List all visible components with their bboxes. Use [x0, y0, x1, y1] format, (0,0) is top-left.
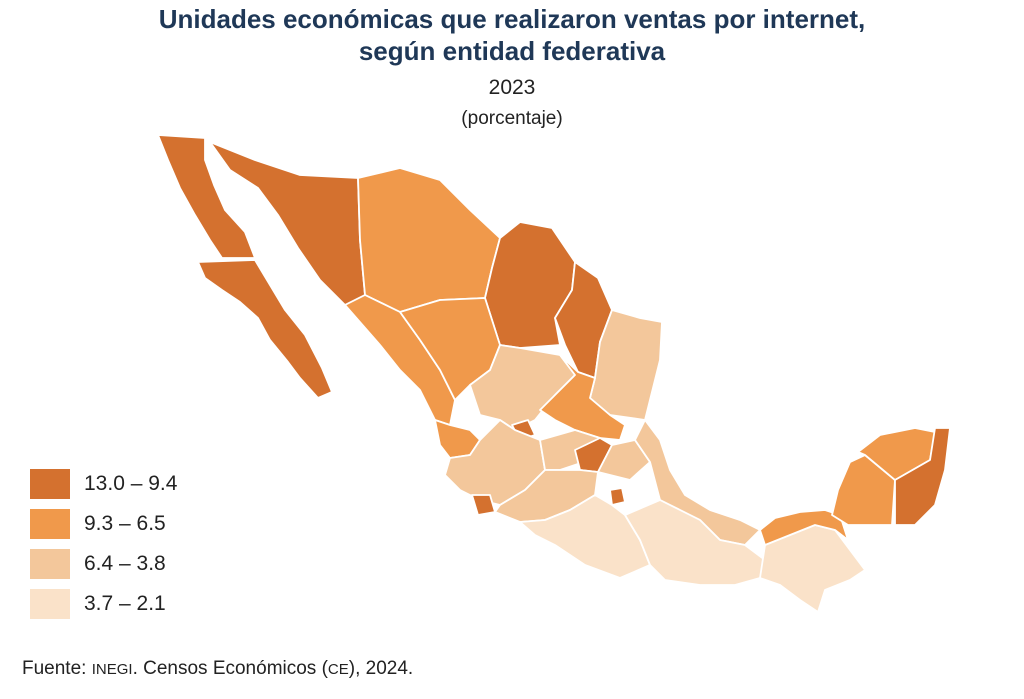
map-year: 2023	[488, 76, 536, 99]
state-cdmx	[609, 487, 626, 506]
state-coahuila	[484, 221, 576, 349]
legend-item: 9.3 – 6.5	[30, 504, 177, 544]
map-title-line2: según entidad federativa	[358, 36, 666, 66]
legend-item: 6.4 – 3.8	[30, 544, 177, 584]
map-unit: (porcentaje)	[461, 108, 563, 129]
state-baja-california	[157, 134, 256, 259]
legend-item: 3.7 – 2.1	[30, 584, 177, 624]
legend-swatch	[30, 549, 70, 579]
map-title-line1: Unidades económicas que realizaron venta…	[158, 4, 866, 34]
legend-swatch	[30, 469, 70, 499]
source-note: Fuente: INEGI. Censos Económicos (CE), 2…	[22, 658, 414, 679]
state-michoacan	[494, 469, 599, 523]
legend-swatch	[30, 589, 70, 619]
state-tabasco	[759, 509, 849, 546]
state-baja-california-sur	[197, 259, 333, 399]
legend-label: 9.3 – 6.5	[84, 512, 166, 535]
state-san-luis-potosi	[539, 354, 626, 441]
legend-item: 13.0 – 9.4	[30, 464, 177, 504]
legend-label: 13.0 – 9.4	[84, 472, 178, 495]
legend: 13.0 – 9.4 9.3 – 6.5 6.4 – 3.8 3.7 – 2.1	[30, 464, 177, 624]
legend-label: 6.4 – 3.8	[84, 552, 166, 575]
state-quintana-roo	[894, 427, 951, 526]
legend-swatch	[30, 509, 70, 539]
state-colima	[471, 494, 496, 516]
state-sinaloa	[344, 294, 456, 426]
state-chihuahua	[357, 167, 501, 313]
legend-label: 3.7 – 2.1	[84, 592, 166, 615]
